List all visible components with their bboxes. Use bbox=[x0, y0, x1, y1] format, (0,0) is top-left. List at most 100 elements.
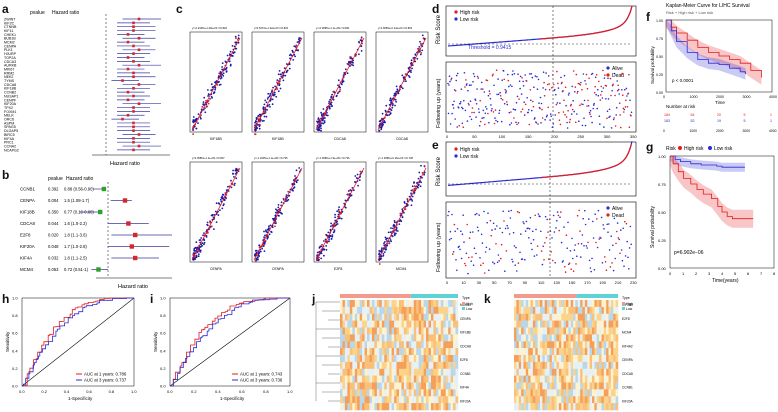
scatter-c-point bbox=[318, 247, 321, 249]
scatter-c-point bbox=[419, 40, 421, 43]
followup-point bbox=[547, 106, 549, 109]
heatmap-cell bbox=[566, 361, 569, 370]
scatter-c-point bbox=[267, 96, 270, 99]
heatmap-cell bbox=[391, 313, 395, 321]
heatmap-cell bbox=[416, 334, 419, 342]
heatmap-cell bbox=[450, 300, 454, 308]
heatmap-cell bbox=[344, 341, 348, 349]
heatmap-cell bbox=[606, 382, 609, 390]
heatmap-cell bbox=[369, 341, 373, 349]
scatter-c-point bbox=[382, 254, 385, 257]
roc-xtick: 0.4 bbox=[64, 389, 70, 394]
heatmap-cell bbox=[608, 355, 612, 363]
heatmap-cell bbox=[573, 334, 576, 342]
heatmap-cell bbox=[431, 348, 434, 356]
heatmap-cell bbox=[570, 396, 574, 404]
scatter-c-point bbox=[219, 198, 222, 201]
scatter-c-point bbox=[323, 120, 326, 122]
heatmap-cell bbox=[532, 334, 536, 342]
followup-point bbox=[490, 109, 493, 112]
followup-point bbox=[579, 230, 581, 232]
scatter-c-point-red bbox=[259, 124, 262, 126]
heatmap-cell bbox=[431, 320, 434, 328]
scatter-c-point bbox=[320, 111, 322, 114]
followup-point bbox=[504, 270, 506, 272]
heatmap-cell bbox=[433, 403, 437, 411]
heatmap-cell bbox=[563, 341, 567, 349]
scatter-c-point bbox=[263, 250, 266, 253]
heatmap-cell bbox=[599, 382, 602, 390]
scatter-c-point bbox=[234, 169, 237, 172]
heatmap-cell bbox=[573, 389, 576, 397]
risk-d-legend-low: Low risk bbox=[460, 17, 479, 23]
scatter-c-point bbox=[269, 106, 271, 108]
followup-point bbox=[504, 88, 506, 91]
heatmap-cell bbox=[570, 389, 574, 397]
heatmap-cell bbox=[394, 355, 397, 363]
heatmap-cell bbox=[594, 341, 598, 349]
followup-point bbox=[545, 237, 548, 239]
heatmap-cell bbox=[438, 313, 442, 321]
heatmap-cell bbox=[589, 348, 593, 356]
forest-a-gene-label: NUSAP1 bbox=[4, 94, 18, 98]
heatmap-cell bbox=[606, 389, 609, 397]
followup-point bbox=[552, 214, 555, 217]
followup-point bbox=[548, 258, 550, 260]
forest-b-gene-label: KIF4A bbox=[20, 256, 32, 261]
heatmap-cell bbox=[450, 361, 454, 370]
heatmap-cell bbox=[455, 341, 459, 349]
forest-a-gene-label: FOXM1 bbox=[4, 110, 16, 114]
followup-point bbox=[462, 214, 464, 216]
scatter-c-point bbox=[203, 243, 205, 246]
heatmap-cell bbox=[537, 355, 541, 363]
scatter-c-point-red bbox=[207, 102, 210, 105]
heatmap-cell bbox=[587, 300, 590, 308]
scatter-c-point bbox=[331, 235, 334, 238]
heatmap-cell bbox=[391, 403, 395, 411]
km-f-risk-xtick: 4000 bbox=[769, 129, 777, 133]
heatmap-cell bbox=[379, 382, 383, 390]
heatmap-cell bbox=[435, 341, 439, 349]
heatmap-cell bbox=[423, 341, 427, 349]
scatter-c-point bbox=[266, 237, 269, 240]
scatter-c-point bbox=[254, 249, 257, 252]
scatter-c-point bbox=[337, 213, 340, 216]
heatmap-cell bbox=[354, 382, 358, 390]
heatmap-cell bbox=[347, 306, 351, 315]
heatmap-cell bbox=[342, 313, 346, 321]
scatter-c-point bbox=[400, 220, 403, 223]
forest-a-point bbox=[132, 125, 135, 129]
scatter-c-point bbox=[384, 121, 386, 124]
scatter-c-point bbox=[393, 92, 396, 95]
heatmap-cell bbox=[408, 396, 412, 404]
heatmap-cell bbox=[547, 306, 550, 315]
heatmap-cell bbox=[594, 306, 598, 315]
followup-point bbox=[455, 259, 457, 261]
scatter-c-point bbox=[330, 105, 333, 107]
heatmap-cell bbox=[544, 341, 548, 349]
scatter-c-point-red bbox=[256, 117, 259, 120]
heatmap-cell bbox=[608, 341, 612, 349]
heatmap-cell bbox=[589, 389, 593, 397]
scatter-c-point bbox=[340, 217, 343, 220]
heatmap-cell bbox=[592, 334, 595, 342]
heatmap-cell bbox=[551, 313, 555, 321]
heatmap-cell bbox=[401, 341, 405, 349]
forest-a-gene-label: BUB1B bbox=[4, 37, 16, 41]
heatmap-cell bbox=[528, 375, 531, 383]
scatter-c-point-red bbox=[420, 42, 422, 45]
heatmap-cell bbox=[349, 300, 353, 308]
followup-point bbox=[458, 245, 460, 248]
scatter-c-point bbox=[401, 216, 404, 219]
scatter-c-point bbox=[196, 251, 199, 253]
heatmap-cell bbox=[556, 327, 560, 335]
heatmap-cell bbox=[587, 320, 590, 328]
heatmap-cell bbox=[516, 389, 520, 397]
heatmap-cell bbox=[344, 375, 348, 383]
scatter-c-point bbox=[330, 238, 333, 240]
followup-point bbox=[493, 262, 496, 265]
heatmap-cell bbox=[450, 389, 454, 397]
followup-point bbox=[475, 252, 477, 255]
heatmap-cell bbox=[568, 320, 572, 328]
heatmap-cell bbox=[582, 382, 586, 390]
